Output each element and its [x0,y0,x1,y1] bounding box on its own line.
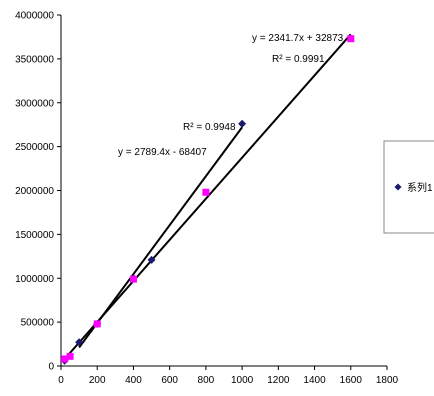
data-point-diamond [75,338,84,347]
x-tick-label: 600 [161,375,178,386]
data-point-square [129,275,137,283]
y-tick-label: 500000 [21,318,55,329]
data-point-square [202,188,210,196]
x-tick-label: 1800 [376,375,399,386]
data-point-diamond [238,119,247,128]
trendline-equation: y = 2341.7x + 32873 [252,33,344,44]
trendlines [63,33,352,360]
data-point-diamond [147,255,156,264]
annotations: y = 2341.7x + 32873 R² = 0.9991 R² = 0.994… [118,33,344,158]
x-tick-label: 400 [125,375,142,386]
trendline-r2: R² = 0.9948 [183,122,236,133]
x-tick-label: 0 [58,375,64,386]
x-tick-label: 1000 [231,375,254,386]
legend: 系列1 [383,140,434,234]
x-tick-label: 1200 [267,375,290,386]
y-tick-label: 2500000 [15,142,54,153]
legend-box [383,140,434,234]
y-tick-label: 1500000 [15,230,54,241]
x-tick-label: 1600 [340,375,363,386]
x-tick-label: 800 [198,375,215,386]
data-point-square [93,320,101,328]
data-point-square [61,355,69,363]
legend-label: 系列1 [407,181,433,194]
x-tick-label: 200 [89,375,106,386]
data-points [60,35,355,365]
legend-marker-diamond [394,183,402,191]
y-tick-label: 1000000 [15,274,54,285]
y-tick-label: 4000000 [15,11,54,22]
trendline-equation: y = 2789.4x - 68407 [118,147,207,158]
x-tick-label: 1400 [303,375,326,386]
trendline-r2: R² = 0.9991 [272,54,325,65]
data-point-square [347,35,355,43]
axes: 0 500000 1000000 1500000 2000000 2500000 30000… [15,11,398,387]
y-tick-label: 3500000 [15,54,54,65]
trendline [63,33,352,360]
y-tick-label: 2000000 [15,186,54,197]
y-tick-label: 3000000 [15,98,54,109]
y-tick-label: 0 [48,362,54,373]
data-point-square [66,352,74,360]
